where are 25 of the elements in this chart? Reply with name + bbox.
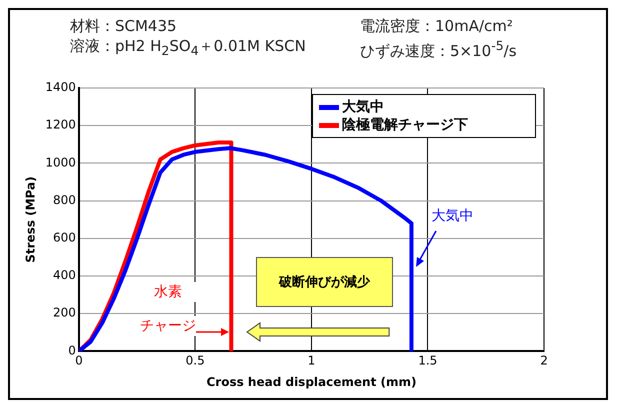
y-tick-label: 1200: [45, 118, 76, 132]
annotation: 破断伸びが減少: [278, 274, 370, 292]
annotation: チャージ: [136, 316, 200, 336]
y-axis-title: Stress (MPa): [23, 176, 38, 263]
x-axis-title: Cross head displacement (mm): [206, 374, 416, 389]
y-tick-label: 0: [68, 343, 76, 358]
legend-label: 大気中: [342, 98, 384, 116]
annotation: 大気中: [431, 206, 474, 225]
x-tick-label: 2: [540, 354, 548, 368]
y-tick-label: 1000: [45, 155, 76, 170]
annotation: 水素: [136, 282, 200, 302]
x-tick-label: 1.5: [418, 354, 438, 368]
y-tick-label: 800: [53, 192, 76, 207]
x-tick-label: 1: [308, 354, 316, 368]
legend-label: 陰極電解チャージ下: [342, 116, 468, 134]
y-tick-label: 600: [53, 230, 76, 245]
text: ひずみ速度：5×10$^{-5}$/s: [360, 37, 518, 61]
text: 材料：SCM435: [70, 16, 178, 36]
y-tick-label: 1400: [45, 80, 76, 94]
y-tick-label: 400: [53, 268, 76, 282]
text: 電流密度：10mA/cm²: [360, 16, 514, 36]
text: 溶液：pH2 H$_{2}$SO$_{4}$＋0.01M KSCN: [70, 36, 307, 60]
callout-box: 破断伸びが減少: [256, 257, 393, 307]
y-tick-label: 200: [53, 306, 76, 320]
x-tick-label: 0.5: [186, 354, 205, 368]
